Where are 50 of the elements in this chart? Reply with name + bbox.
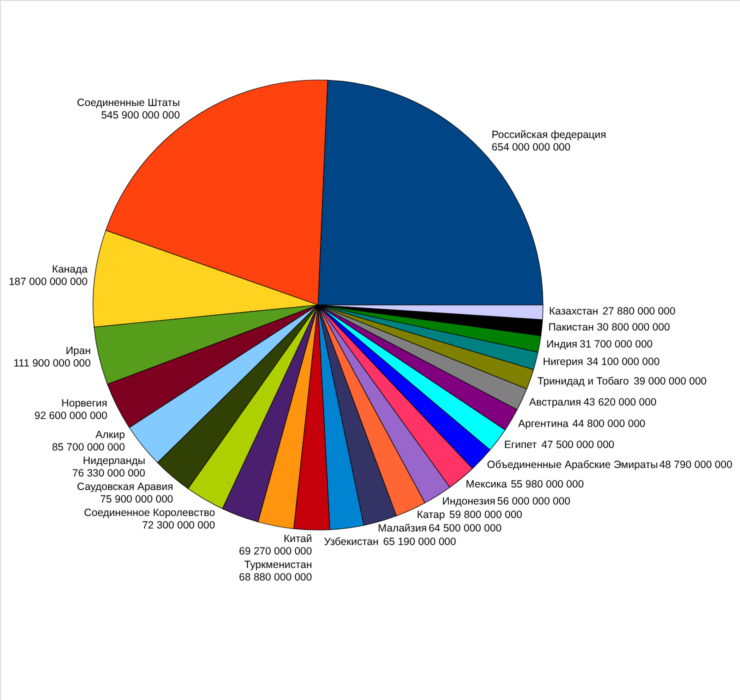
data-label: 56 000 000 000 bbox=[497, 495, 570, 508]
slice-label: Узбекистан bbox=[324, 536, 379, 548]
data-label: 55 980 000 000 bbox=[510, 478, 584, 491]
slice-label: Алкир bbox=[96, 429, 126, 442]
data-label: 30 800 000 000 bbox=[596, 321, 670, 334]
data-label: 111 900 000 000 bbox=[13, 357, 91, 370]
data-label: 545 900 000 000 bbox=[101, 109, 180, 122]
slice-label: Нидерланды bbox=[82, 455, 146, 468]
data-label: 48 790 000 000 bbox=[659, 459, 732, 472]
slice-label: Пакистан bbox=[548, 321, 594, 334]
data-label: 85 700 000 000 bbox=[52, 442, 126, 454]
slice-label: Австралия bbox=[529, 396, 582, 408]
slice-label: Мексика bbox=[466, 478, 508, 491]
data-label: 92 600 000 000 bbox=[34, 410, 108, 422]
data-label: 64 500 000 000 bbox=[428, 522, 502, 534]
data-label: 44 800 000 000 bbox=[572, 418, 646, 430]
slice-label: Египет bbox=[504, 438, 537, 451]
slice-label: Нигерия bbox=[542, 356, 584, 368]
slice-label: Туркменистан bbox=[244, 559, 312, 572]
data-label: 59 800 000 000 bbox=[449, 508, 522, 521]
slice-label: Канада bbox=[52, 263, 88, 276]
slice-label: Норвегия bbox=[61, 398, 108, 410]
slice-label: Казахстан bbox=[548, 305, 598, 318]
data-label: 31 700 000 000 bbox=[580, 338, 653, 350]
data-label: 65 190 000 000 bbox=[383, 536, 456, 548]
slice-label: Аргентина bbox=[518, 418, 569, 430]
data-label: 43 620 000 000 bbox=[583, 396, 657, 408]
slice-label: Объединенные Арабские Эмираты bbox=[487, 459, 658, 472]
slice-label: Китай bbox=[284, 533, 312, 546]
slice-label: Саудовская Аравия bbox=[77, 481, 174, 494]
data-label: 34 100 000 000 bbox=[586, 356, 660, 368]
data-label: 75 900 000 000 bbox=[100, 494, 174, 506]
data-label: 187 000 000 000 bbox=[8, 276, 88, 288]
slice-label: Индонезия bbox=[442, 495, 496, 508]
data-label: 68 880 000 000 bbox=[239, 572, 312, 584]
data-label: 72 300 000 000 bbox=[142, 520, 216, 532]
slice-label: Соединенные Штаты bbox=[77, 96, 180, 109]
slice-label: Соединенное Королевство bbox=[84, 507, 216, 520]
slice-label: Иран bbox=[66, 344, 91, 357]
slice-label: Российская федерация bbox=[492, 128, 606, 141]
data-label: 27 880 000 000 bbox=[602, 305, 676, 318]
slice-label: Катар bbox=[416, 508, 446, 521]
slice-label: Индия bbox=[546, 338, 578, 350]
slice-label: Тринидад и Тобаго bbox=[537, 375, 630, 388]
slice-label: Малайзия bbox=[378, 522, 427, 534]
data-label: 654 000 000 000 bbox=[492, 141, 571, 154]
data-label: 76 330 000 000 bbox=[72, 468, 146, 480]
data-label: 39 000 000 000 bbox=[634, 375, 707, 388]
data-label: 69 270 000 000 bbox=[239, 546, 312, 558]
data-label: 47 500 000 000 bbox=[541, 438, 615, 451]
